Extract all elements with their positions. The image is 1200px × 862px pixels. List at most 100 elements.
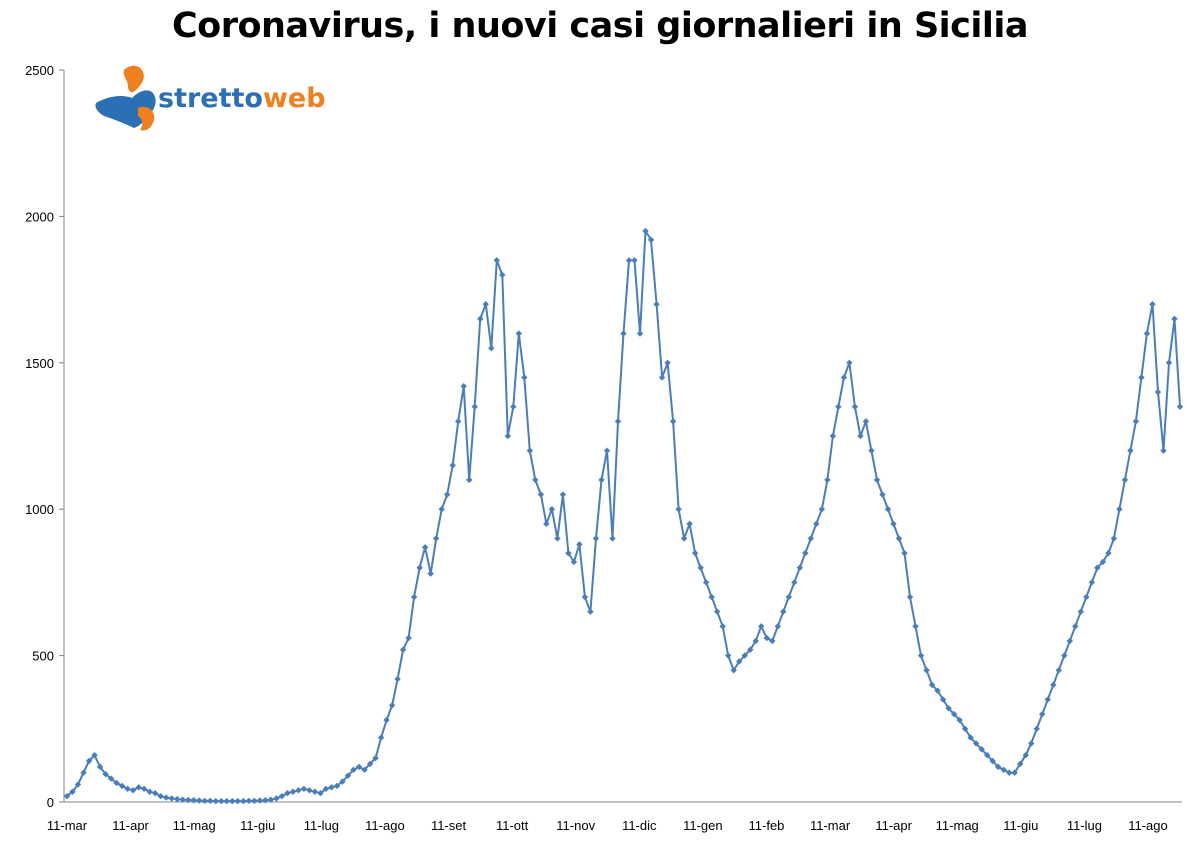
data-point-marker: [631, 257, 638, 264]
data-point-marker: [273, 795, 280, 802]
data-point-marker: [129, 787, 137, 794]
data-point-marker: [945, 705, 952, 712]
data-point-marker: [1088, 579, 1096, 586]
x-tick-label: 11-ott: [496, 818, 529, 833]
data-point-marker: [223, 797, 230, 805]
data-point-marker: [344, 772, 352, 779]
x-tick-label: 11-mar: [810, 818, 851, 833]
data-point-marker: [620, 330, 627, 337]
data-point-marker: [229, 797, 236, 805]
data-point-marker: [212, 797, 219, 805]
data-point-marker: [355, 763, 363, 771]
data-point-marker: [1121, 476, 1129, 484]
data-point-marker: [1061, 652, 1068, 659]
data-point-marker: [879, 491, 886, 498]
y-tick-label: 500: [32, 649, 54, 664]
data-point-marker: [317, 790, 324, 797]
logo-word-web: web: [263, 83, 326, 114]
data-point-marker: [488, 344, 495, 352]
data-point-marker: [1154, 388, 1162, 396]
data-point-marker: [218, 797, 225, 805]
data-point-marker: [691, 549, 699, 557]
data-point-marker: [383, 716, 390, 724]
data-point-marker: [747, 646, 754, 653]
data-point-marker: [796, 564, 804, 571]
data-point-marker: [234, 797, 242, 805]
data-point-marker: [532, 476, 539, 484]
data-point-marker: [339, 778, 346, 785]
x-tick-label: 11-apr: [875, 818, 912, 833]
data-point-marker: [956, 716, 963, 724]
data-point-marker: [333, 782, 341, 790]
data-point-marker: [967, 734, 974, 741]
data-point-marker: [245, 797, 253, 805]
data-point-marker: [421, 544, 429, 551]
data-point-marker: [300, 785, 308, 793]
data-point-marker: [724, 652, 732, 659]
data-point-marker: [1171, 315, 1178, 323]
data-point-marker: [1160, 447, 1167, 454]
data-point-marker: [1099, 558, 1107, 566]
data-point-marker: [185, 796, 192, 804]
data-point-marker: [201, 797, 208, 805]
data-point-marker: [96, 763, 104, 771]
data-point-marker: [521, 374, 528, 381]
data-point-marker: [680, 535, 688, 542]
data-point-marker: [978, 746, 985, 753]
data-point-marker: [642, 227, 649, 235]
data-point-marker: [107, 775, 115, 782]
data-point-marker: [658, 374, 666, 381]
data-point-marker: [460, 383, 467, 390]
data-point-marker: [1033, 725, 1040, 732]
data-point-marker: [427, 570, 434, 577]
data-point-marker: [1110, 535, 1118, 542]
data-point-marker: [625, 257, 633, 264]
data-point-marker: [675, 506, 682, 513]
data-point-marker: [1105, 549, 1112, 557]
data-point-marker: [1176, 403, 1184, 410]
data-point-marker: [85, 757, 93, 765]
x-tick-label: 11-feb: [749, 818, 785, 833]
data-point-marker: [581, 593, 589, 601]
x-tick-label: 11-mag: [936, 818, 979, 833]
y-tick-label: 1500: [25, 356, 54, 371]
x-tick-label: 11-lug: [304, 818, 339, 833]
x-tick-label: 11-lug: [1067, 818, 1102, 833]
data-point-marker: [80, 769, 87, 776]
data-point-marker: [399, 646, 407, 653]
data-point-marker: [614, 418, 622, 425]
y-tick-label: 1000: [25, 502, 54, 517]
data-point-marker: [1127, 447, 1134, 454]
x-tick-label: 11-apr: [112, 818, 149, 833]
data-point-marker: [162, 794, 170, 801]
data-point-marker: [1066, 637, 1074, 645]
data-point-marker: [791, 579, 798, 586]
data-point-marker: [388, 702, 396, 709]
data-point-marker: [598, 476, 605, 484]
data-point-marker: [565, 549, 572, 557]
data-point-marker: [173, 795, 181, 803]
data-point-marker: [719, 623, 726, 630]
data-point-marker: [499, 271, 506, 279]
logo-text: strettoweb: [158, 83, 326, 114]
data-point-marker: [890, 520, 897, 528]
data-point-marker: [1011, 769, 1018, 776]
data-point-marker: [1039, 710, 1046, 718]
data-point-marker: [449, 462, 456, 469]
data-point-marker: [284, 790, 291, 797]
data-point-marker: [361, 766, 368, 773]
data-point-marker: [636, 330, 644, 337]
data-point-marker: [432, 535, 440, 542]
data-point-marker: [774, 623, 781, 630]
data-point-marker: [736, 658, 743, 665]
x-tick-label: 11-nov: [556, 818, 595, 833]
data-point-marker: [322, 785, 330, 793]
data-point-marker: [394, 675, 401, 683]
data-point-marker: [372, 754, 379, 762]
series-line: [66, 230, 1181, 803]
data-point-marker: [669, 418, 677, 425]
data-point-marker: [366, 760, 374, 768]
data-point-marker: [708, 593, 715, 601]
data-point-marker: [901, 549, 908, 557]
data-point-marker: [785, 593, 792, 601]
